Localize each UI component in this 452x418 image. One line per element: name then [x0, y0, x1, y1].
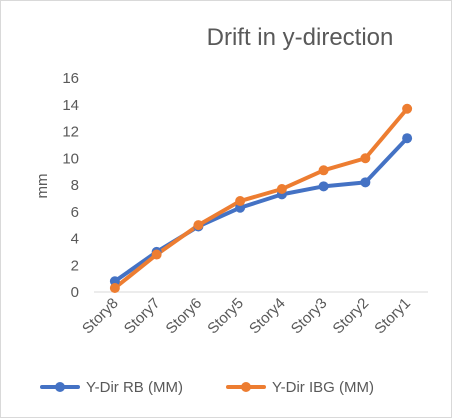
- legend-label: Y-Dir RB (MM): [86, 379, 183, 396]
- x-tick-label: Story7: [121, 295, 164, 338]
- series-points: [109, 103, 413, 293]
- y-tick-label: 14: [62, 97, 79, 114]
- data-point: [360, 153, 371, 164]
- y-tick-labels: 0 2 4 6 8 10 12 14 16: [62, 70, 79, 301]
- data-point: [193, 220, 204, 231]
- x-tick-label: Story5: [204, 295, 247, 338]
- legend-swatch-marker: [55, 382, 65, 392]
- legend: Y-Dir RB (MM) Y-Dir IBG (MM): [40, 379, 374, 396]
- data-point: [235, 196, 246, 207]
- y-tick-label: 8: [71, 177, 79, 194]
- data-point: [318, 181, 329, 192]
- data-point: [109, 282, 120, 293]
- x-tick-label: Story1: [371, 295, 414, 338]
- data-point: [318, 165, 329, 176]
- data-point: [360, 177, 371, 188]
- y-tick-label: 12: [62, 124, 79, 141]
- data-point: [151, 249, 162, 260]
- x-tick-label: Story2: [330, 295, 373, 338]
- legend-label: Y-Dir IBG (MM): [272, 379, 374, 396]
- series-line-1: [112, 106, 410, 290]
- data-point: [402, 103, 413, 114]
- y-tick-label: 10: [62, 150, 79, 167]
- y-tick-label: 6: [71, 204, 79, 221]
- chart-title: Drift in y-direction: [207, 24, 394, 51]
- y-tick-label: 0: [71, 284, 79, 301]
- x-tick-label: Story3: [288, 295, 331, 338]
- y-tick-label: 16: [62, 70, 79, 87]
- x-tick-label: Story4: [246, 295, 289, 338]
- x-tick-label: Story8: [79, 295, 122, 338]
- data-point: [276, 184, 287, 195]
- y-tick-label: 4: [71, 231, 79, 248]
- data-point: [402, 133, 413, 144]
- x-tick-labels: Story8 Story7 Story6 Story5 Story4 Story3 Stor…: [79, 295, 414, 338]
- y-axis-label: mm: [34, 174, 51, 199]
- series-lines: [112, 106, 410, 290]
- x-tick-label: Story6: [163, 295, 206, 338]
- y-tick-label: 2: [71, 257, 79, 274]
- legend-swatch-marker: [241, 382, 251, 392]
